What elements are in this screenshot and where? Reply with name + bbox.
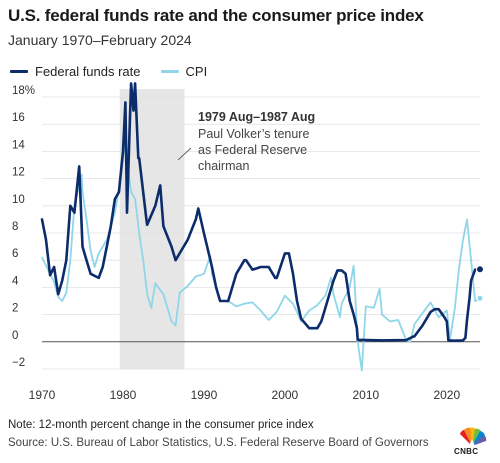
legend-label-fed-funds: Federal funds rate bbox=[35, 64, 141, 79]
y-tick-label: 4 bbox=[12, 275, 19, 287]
series-line-cpi bbox=[41, 140, 481, 372]
legend-swatch-cpi bbox=[160, 70, 179, 73]
end-point-cpi bbox=[476, 294, 484, 302]
x-tick-label: 2010 bbox=[352, 388, 379, 402]
line-chart: −2 0 2 4 6 8 10 12 14 16 18% 1970 1980 1990 2000 2010 2… bbox=[12, 82, 484, 402]
end-point-fed-funds bbox=[476, 265, 484, 274]
legend-item-fed-funds: Federal funds rate bbox=[10, 64, 141, 79]
x-tick-label: 2000 bbox=[272, 388, 299, 402]
y-tick-label: 8 bbox=[12, 221, 18, 233]
y-tick-label: 0 bbox=[12, 330, 18, 342]
nbc-peacock-icon bbox=[460, 427, 487, 446]
x-tick-label-layer: 1970 1980 1990 2000 2010 2020 bbox=[29, 388, 461, 402]
x-tick-label: 1990 bbox=[191, 388, 218, 402]
y-tick-label: 2 bbox=[12, 303, 18, 315]
y-tick-label: −2 bbox=[12, 357, 25, 369]
annotation-heading: 1979 Aug–1987 Aug bbox=[198, 110, 315, 124]
footnote: Note: 12-month percent change in the con… bbox=[8, 419, 314, 431]
annotation-leader-line bbox=[177, 147, 192, 161]
cnbc-logo: CNBC bbox=[452, 426, 492, 458]
chart-subtitle: January 1970–February 2024 bbox=[8, 32, 192, 48]
logo-text: CNBC bbox=[454, 447, 479, 456]
y-tick-label: 18% bbox=[12, 85, 35, 97]
y-tick-label: 10 bbox=[12, 194, 25, 206]
annotation-line-3: chairman bbox=[198, 159, 249, 173]
source-line: Source: U.S. Bureau of Labor Statistics,… bbox=[8, 437, 429, 449]
chart-legend: Federal funds rate CPI bbox=[10, 64, 227, 79]
annotation-line-2: as Federal Reserve bbox=[198, 143, 307, 157]
legend-item-cpi: CPI bbox=[160, 64, 208, 79]
y-tick-label: 16 bbox=[12, 112, 25, 124]
y-tick-label: 6 bbox=[12, 248, 18, 260]
x-tick-label: 1970 bbox=[29, 388, 56, 402]
annotation-line-1: Paul Volker’s tenure bbox=[198, 127, 309, 141]
x-tick-label: 2020 bbox=[433, 388, 460, 402]
legend-label-cpi: CPI bbox=[185, 64, 208, 79]
legend-swatch-fed-funds bbox=[10, 70, 28, 73]
y-tick-label: 14 bbox=[12, 139, 25, 151]
chart-title: U.S. federal funds rate and the consumer… bbox=[8, 6, 424, 25]
y-tick-label: 12 bbox=[12, 167, 25, 179]
annotation-layer: 1979 Aug–1987 Aug Paul Volker’s tenure a… bbox=[177, 110, 315, 173]
series-line-fed-funds bbox=[40, 82, 482, 343]
x-tick-label: 1980 bbox=[110, 388, 137, 402]
y-tick-label-layer: −2 0 2 4 6 8 10 12 14 16 18% bbox=[12, 85, 35, 369]
series-layer bbox=[40, 82, 484, 372]
